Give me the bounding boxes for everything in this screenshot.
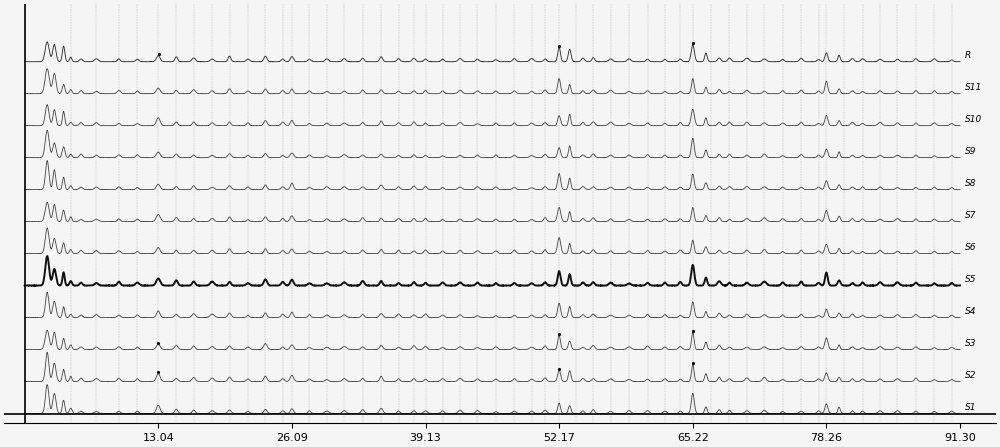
Text: S6: S6 bbox=[965, 243, 977, 252]
Text: S5: S5 bbox=[965, 275, 977, 284]
Text: R: R bbox=[965, 51, 971, 60]
Text: S7: S7 bbox=[965, 211, 977, 220]
Text: S8: S8 bbox=[965, 179, 977, 188]
Text: S2: S2 bbox=[965, 371, 977, 380]
Text: S3: S3 bbox=[965, 339, 977, 348]
Text: S10: S10 bbox=[965, 115, 982, 124]
Text: S9: S9 bbox=[965, 147, 977, 156]
Text: S11: S11 bbox=[965, 83, 982, 92]
Text: S1: S1 bbox=[965, 403, 977, 412]
Text: S4: S4 bbox=[965, 307, 977, 316]
